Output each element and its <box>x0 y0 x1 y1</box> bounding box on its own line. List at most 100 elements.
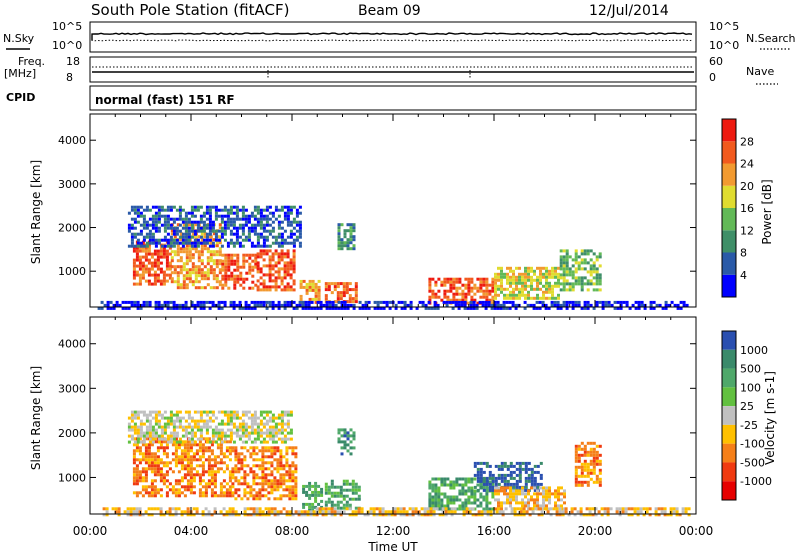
echo-cell <box>250 431 254 435</box>
echo-cell <box>147 467 151 471</box>
echo-cell <box>180 461 184 465</box>
echo-cell <box>336 500 340 504</box>
echo-cell <box>458 277 462 281</box>
echo-cell <box>151 205 155 209</box>
echo-cell <box>141 267 145 271</box>
echo-cell <box>452 495 456 499</box>
echo-cell <box>506 492 509 496</box>
echo-cell <box>352 238 356 242</box>
echo-cell <box>429 507 433 511</box>
echo-cell <box>182 250 186 254</box>
echo-cell <box>223 208 227 212</box>
echo-cell <box>135 510 139 514</box>
echo-cell <box>210 494 214 498</box>
echo-cell <box>464 480 468 484</box>
echo-cell <box>229 410 233 414</box>
echo-cell <box>437 289 441 293</box>
echo-cell <box>669 507 673 511</box>
echo-cell <box>393 510 397 514</box>
echo-cell <box>160 431 164 435</box>
echo-cell <box>527 467 531 471</box>
echo-cell <box>352 244 356 248</box>
echo-cell <box>273 510 277 514</box>
echo-cell <box>219 488 223 492</box>
echo-cell <box>258 510 262 514</box>
echo-cell <box>308 484 312 488</box>
echo-cell <box>213 470 217 474</box>
echo-cell <box>202 223 206 227</box>
echo-cell <box>351 485 355 489</box>
echo-cell <box>261 494 265 498</box>
echo-cell <box>184 238 188 242</box>
echo-cell <box>163 416 167 420</box>
echo-cell <box>174 482 178 486</box>
echo-cell <box>150 485 154 489</box>
echo-cell <box>385 303 389 307</box>
echo-cell <box>198 440 202 444</box>
echo-cell <box>218 226 222 230</box>
echo-cell <box>488 298 492 302</box>
echo-cell <box>518 492 521 496</box>
echo-cell <box>291 513 295 517</box>
echo-cell <box>232 413 236 417</box>
echo-cell <box>150 470 154 474</box>
echo-cell <box>450 510 454 514</box>
echo-cell <box>173 271 177 275</box>
echo-cell <box>182 262 186 266</box>
echo-cell <box>244 214 248 218</box>
echo-cell <box>495 510 499 514</box>
echo-cell <box>136 416 140 420</box>
echo-cell <box>225 449 229 453</box>
echo-cell <box>205 208 209 212</box>
echo-cell <box>539 476 543 480</box>
echo-cell <box>339 294 343 298</box>
echo-cell <box>229 431 233 435</box>
echo-cell <box>175 413 179 417</box>
echo-cell <box>207 510 211 514</box>
echo-cell <box>178 214 182 218</box>
echo-cell <box>574 279 578 283</box>
echo-cell <box>574 456 578 460</box>
echo-cell <box>423 507 427 511</box>
echo-cell <box>554 501 557 505</box>
echo-cell <box>222 452 226 456</box>
echo-cell <box>166 425 170 429</box>
echo-cell <box>237 470 241 474</box>
echo-cell <box>482 476 486 480</box>
echo-cell <box>163 226 167 230</box>
echo-cell <box>230 274 234 278</box>
echo-cell <box>521 293 524 297</box>
echo-cell <box>130 235 134 239</box>
echo-cell <box>271 303 275 307</box>
echo-cell <box>418 300 422 304</box>
echo-cell <box>516 513 520 517</box>
echo-cell <box>545 290 548 294</box>
echo-cell <box>327 510 331 514</box>
echo-cell <box>270 449 274 453</box>
echo-cell <box>157 419 161 423</box>
echo-cell <box>286 270 290 274</box>
echo-cell <box>473 495 477 499</box>
echo-cell <box>166 419 170 423</box>
echo-cell <box>308 502 312 506</box>
echo-cell <box>509 275 512 279</box>
echo-cell <box>476 483 480 487</box>
echo-cell <box>127 440 131 444</box>
echo-cell <box>479 483 483 487</box>
echo-cell <box>512 464 516 468</box>
echo-cell <box>234 449 238 453</box>
echo-cell <box>190 244 194 248</box>
echo-cell <box>175 217 179 221</box>
echo-cell <box>271 434 275 438</box>
echo-cell <box>156 488 160 492</box>
echo-cell <box>264 473 268 477</box>
echo-cell <box>314 481 318 485</box>
echo-cell <box>241 208 245 212</box>
echo-cell <box>163 428 167 432</box>
echo-cell <box>292 258 296 262</box>
echo-cell <box>592 462 596 466</box>
echo-cell <box>325 300 329 304</box>
echo-cell <box>165 494 169 498</box>
echo-cell <box>339 488 343 492</box>
echo-cell <box>267 510 271 514</box>
